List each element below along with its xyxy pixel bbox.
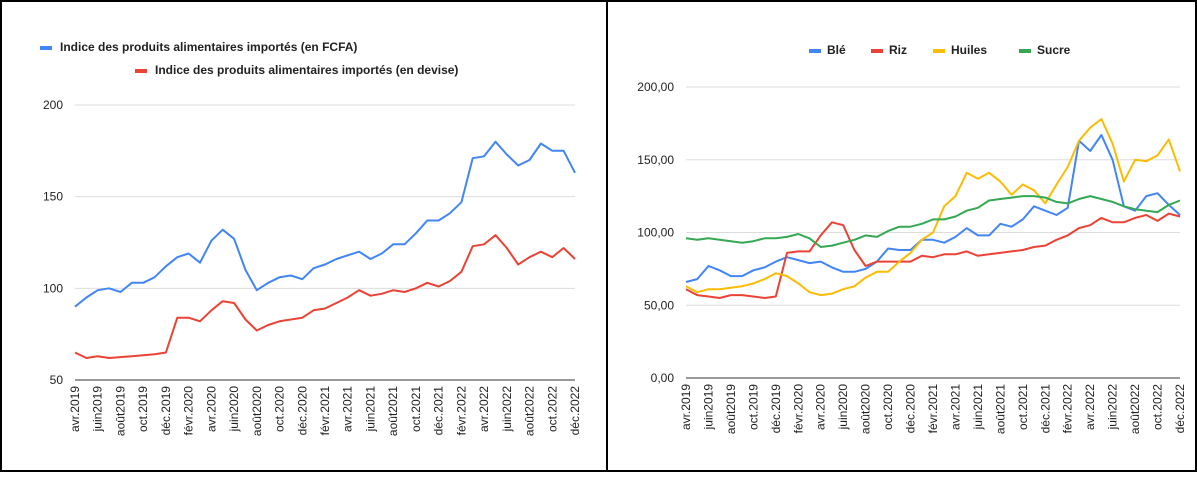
x-tick-label: oct.2020: [881, 384, 895, 430]
x-tick-label: juin2020: [227, 386, 241, 433]
x-tick-label: déc.2021: [1038, 384, 1052, 434]
x-tick-label: oct.2019: [746, 384, 760, 430]
x-tick-label: déc.2020: [295, 386, 309, 436]
legend-swatch: [1019, 49, 1031, 53]
x-tick-label: févr.2021: [926, 384, 940, 434]
y-tick-label: 150,00: [637, 153, 674, 167]
series-line: [685, 212, 1181, 299]
y-tick-label: 200,00: [637, 80, 674, 94]
x-tick-label: avr.2020: [204, 386, 218, 432]
x-tick-label: août2021: [993, 384, 1007, 434]
x-tick-label: avr.2022: [1083, 384, 1097, 430]
x-tick-label: oct.2021: [409, 386, 423, 432]
x-tick-label: juin2019: [91, 386, 105, 433]
series-line: [685, 118, 1181, 297]
legend-label: Riz: [889, 43, 907, 57]
x-tick-label: avr.2021: [341, 386, 355, 432]
x-tick-label: juin2020: [836, 384, 850, 431]
series-line: [685, 134, 1181, 283]
x-tick-label: août2020: [859, 384, 873, 434]
legend-label: Huiles: [951, 43, 987, 57]
y-tick-label: 100,00: [637, 226, 674, 240]
series-line: [74, 140, 576, 308]
y-tick-label: 200: [43, 98, 63, 112]
x-tick-label: avr.2019: [68, 386, 82, 432]
x-tick-label: août2021: [386, 386, 400, 436]
x-tick-label: août2022: [523, 386, 537, 436]
x-tick-label: août2019: [113, 386, 127, 436]
x-tick-label: févr.2022: [1061, 384, 1075, 434]
x-tick-label: août2022: [1128, 384, 1142, 434]
x-tick-label: juin2019: [701, 384, 715, 431]
legend-swatch: [809, 49, 821, 53]
x-tick-label: déc.2019: [159, 386, 173, 436]
x-tick-label: avr.2020: [814, 384, 828, 430]
series-line: [685, 195, 1181, 248]
x-tick-label: juin2021: [971, 384, 985, 431]
y-tick-label: 50,00: [644, 298, 674, 312]
x-tick-label: déc.2022: [1173, 384, 1187, 434]
x-tick-label: déc.2022: [568, 386, 582, 436]
y-tick-label: 100: [43, 281, 63, 295]
x-tick-label: avr.2019: [679, 384, 693, 430]
x-tick-label: juin2021: [363, 386, 377, 433]
y-tick-label: 150: [43, 190, 63, 204]
y-tick-label: 0,00: [651, 371, 675, 385]
x-tick-label: avr.2021: [948, 384, 962, 430]
x-tick-label: oct.2020: [273, 386, 287, 432]
legend-label: Indice des produits alimentaires importé…: [155, 63, 458, 77]
x-tick-label: févr.2021: [318, 386, 332, 436]
x-tick-label: oct.2021: [1016, 384, 1030, 430]
x-tick-label: déc.2020: [904, 384, 918, 434]
x-tick-label: oct.2019: [136, 386, 150, 432]
legend-swatch: [871, 49, 883, 53]
x-tick-label: avr.2022: [477, 386, 491, 432]
legend-label: Indice des produits alimentaires importé…: [60, 40, 357, 54]
x-tick-label: févr.2020: [182, 386, 196, 436]
x-tick-label: oct.2022: [545, 386, 559, 432]
legend-swatch: [933, 49, 945, 53]
x-tick-label: déc.2021: [432, 386, 446, 436]
x-tick-label: août2019: [724, 384, 738, 434]
x-tick-label: déc.2019: [769, 384, 783, 434]
x-tick-label: juin2022: [1106, 384, 1120, 431]
x-tick-label: oct.2022: [1151, 384, 1165, 430]
legend-swatch: [135, 69, 147, 73]
legend-label: Sucre: [1037, 43, 1071, 57]
x-tick-label: août2020: [250, 386, 264, 436]
legend-label: Blé: [827, 43, 846, 57]
x-tick-label: févr.2022: [454, 386, 468, 436]
legend-swatch: [40, 46, 52, 50]
y-tick-label: 50: [50, 373, 64, 387]
x-tick-label: juin2022: [500, 386, 514, 433]
series-line: [74, 234, 576, 359]
x-tick-label: févr.2020: [791, 384, 805, 434]
